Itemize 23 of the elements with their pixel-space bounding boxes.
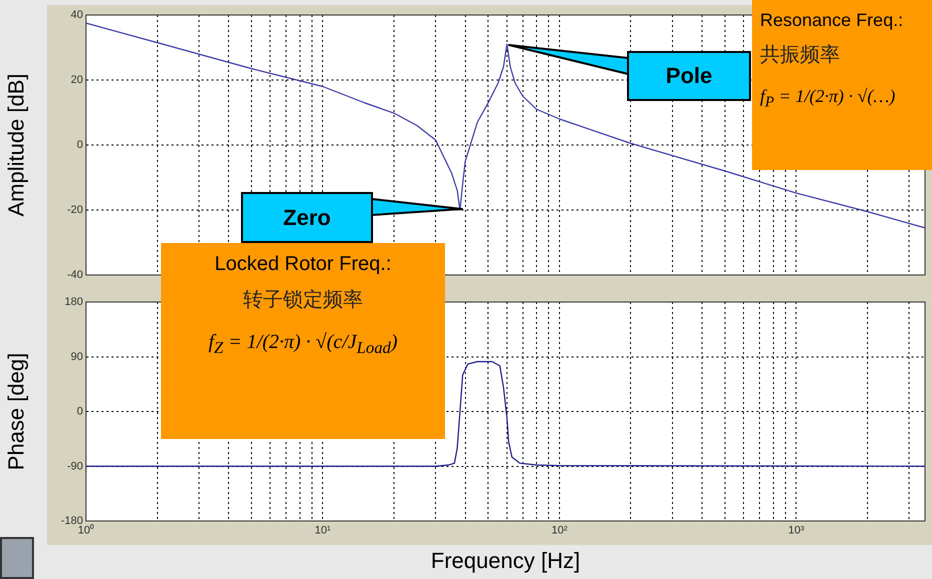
y-tick-label: 20 bbox=[70, 74, 83, 86]
annotation: 转子锁定频率 bbox=[242, 286, 364, 313]
y-tick-label: 90 bbox=[70, 350, 83, 363]
x-tick-label: 10³ bbox=[788, 524, 804, 537]
y-tick-label: 180 bbox=[64, 296, 83, 308]
y-tick-label: 40 bbox=[70, 9, 83, 22]
y-tick-label: 0 bbox=[76, 406, 83, 418]
y-tick-label: 0 bbox=[76, 139, 83, 152]
annotation: Pole bbox=[628, 52, 750, 100]
y-tick-label: -90 bbox=[67, 460, 83, 472]
x-tick-label: 10¹ bbox=[314, 524, 332, 537]
annotation: 共振频率 bbox=[760, 41, 841, 68]
y-tick-label: -40 bbox=[67, 269, 83, 282]
annotation: Locked Rotor Freq.: bbox=[214, 253, 392, 276]
y-axis-title: Amplitude [dB] bbox=[3, 73, 28, 217]
annotation: f$_{P}$ = 1/(2·π) · √(…) bbox=[760, 86, 896, 112]
x-axis-title: Frequency [Hz] bbox=[430, 548, 580, 573]
annotation: f$_{Z}$ = 1/(2·π) · √(c/J$_{Load}$) bbox=[207, 331, 399, 358]
x-tick-label: 10² bbox=[552, 524, 568, 537]
annotation: Zero bbox=[242, 193, 372, 242]
y-axis-title: Phase [deg] bbox=[3, 352, 28, 470]
y-tick-label: -20 bbox=[67, 204, 83, 216]
annotation: Resonance Freq.: bbox=[760, 10, 904, 31]
